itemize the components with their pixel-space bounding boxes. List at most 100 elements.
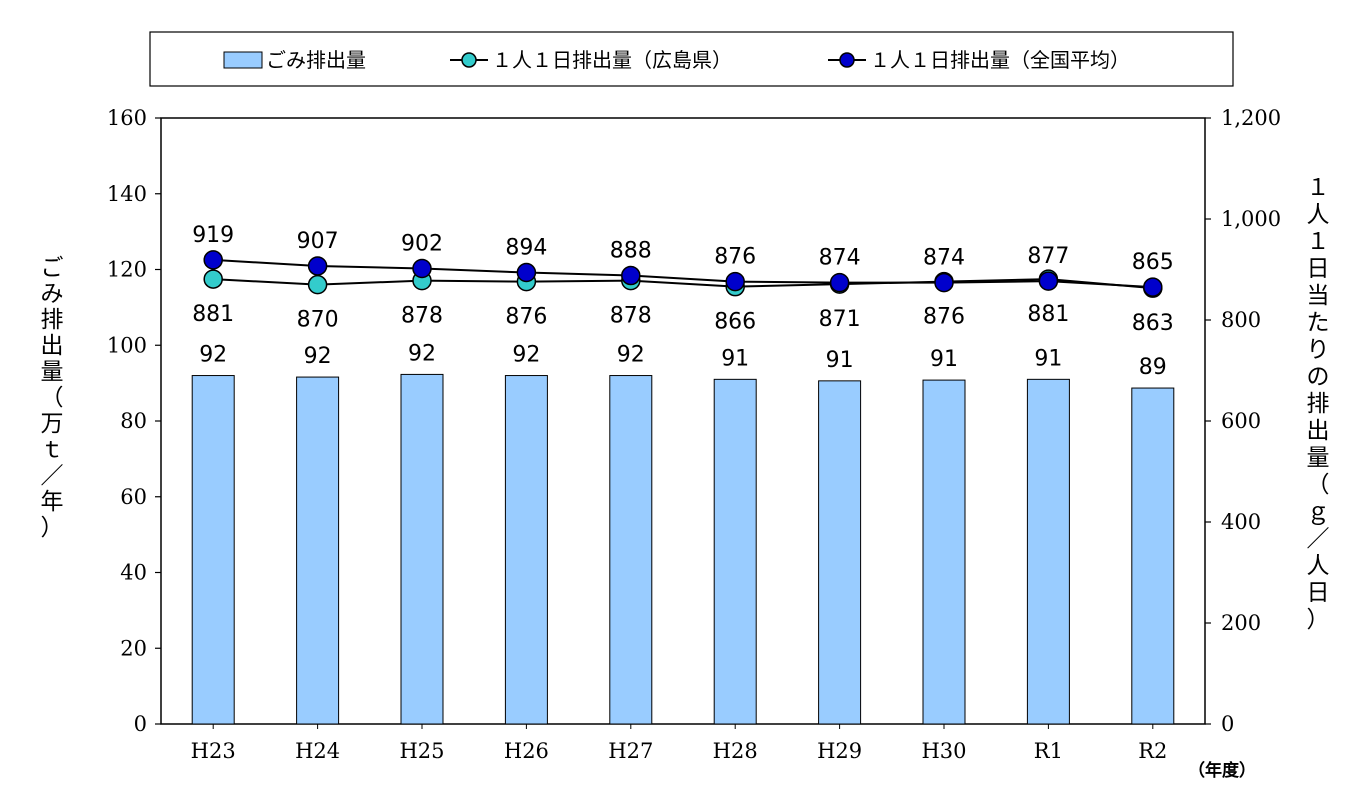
bar-R2 <box>1131 387 1175 725</box>
line-value-label: 876 <box>505 305 547 330</box>
bar-H23 <box>191 375 235 725</box>
line-value-label: 919 <box>192 223 234 248</box>
left-axis-title-char: 出 <box>41 333 64 359</box>
right-axis-title-char: 当 <box>1307 283 1330 309</box>
legend-marker <box>461 52 477 68</box>
line-value-label: 874 <box>819 246 861 271</box>
left-axis-title-char: ） <box>41 515 64 541</box>
left-tick-label: 80 <box>120 409 147 433</box>
right-axis-title-char: ） <box>1307 607 1330 633</box>
line-value-label: 866 <box>714 310 756 335</box>
legend-marker <box>839 52 855 68</box>
left-tick-label: 140 <box>107 182 147 206</box>
x-tick-label: H28 <box>713 739 758 763</box>
legend-label: １人１日排出量（全国平均） <box>870 48 1130 72</box>
right-axis-title-char: （ <box>1307 472 1330 498</box>
line-value-label: 874 <box>923 246 965 271</box>
right-axis-title-char: １ <box>1307 175 1330 201</box>
left-axis-title-char: 量 <box>41 359 64 385</box>
bar-value-label: 91 <box>721 346 749 371</box>
point-national-H24 <box>307 256 328 276</box>
right-tick-label: 0 <box>1221 712 1234 736</box>
point-national-H26 <box>516 262 537 283</box>
line-value-label: 876 <box>714 245 756 270</box>
bar-H24 <box>296 376 340 725</box>
line-value-label: 878 <box>610 304 652 329</box>
legend-bar-swatch <box>223 51 263 69</box>
right-tick-label: 1,000 <box>1221 207 1281 231</box>
right-axis-title-char: １ <box>1307 229 1330 255</box>
left-tick-label: 0 <box>134 712 147 736</box>
bar-value-label: 89 <box>1139 355 1167 380</box>
left-tick-label: 160 <box>107 106 147 130</box>
line-value-label: 881 <box>1027 302 1069 327</box>
right-axis-title-char: 排 <box>1307 391 1330 417</box>
right-axis-title-char: 人 <box>1307 553 1330 579</box>
bar-value-label: 91 <box>826 348 854 373</box>
x-axis-unit: （年度） <box>1188 760 1256 781</box>
line-value-label: 870 <box>297 308 339 333</box>
left-tick-label: 20 <box>120 636 147 660</box>
point-national-R1 <box>1038 271 1059 291</box>
line-value-label: 907 <box>297 229 339 254</box>
right-tick-label: 400 <box>1221 510 1261 534</box>
x-tick-label: H23 <box>191 739 236 763</box>
bar-value-label: 92 <box>617 343 645 368</box>
point-national-H23 <box>203 250 223 270</box>
line-value-label: 876 <box>923 305 965 330</box>
left-tick-label: 120 <box>107 258 147 282</box>
bar-H29 <box>818 380 862 725</box>
right-axis-title-char: 出 <box>1307 418 1330 444</box>
left-tick-label: 60 <box>120 485 147 509</box>
left-axis-title-char: （ <box>41 385 64 411</box>
left-axis-title-char: ／ <box>41 463 64 489</box>
right-axis-title-char: 量 <box>1307 445 1330 471</box>
bar-H26 <box>504 375 548 725</box>
line-value-label: 881 <box>192 302 234 327</box>
right-axis-title-char: り <box>1307 337 1330 363</box>
bar-value-label: 92 <box>304 344 332 369</box>
line-value-label: 871 <box>819 307 861 332</box>
bar-H28 <box>713 378 757 725</box>
bar-H30 <box>922 379 966 725</box>
right-tick-label: 1,200 <box>1221 106 1281 130</box>
bar-H25 <box>400 373 444 725</box>
left-axis-title-char: 排 <box>41 307 64 333</box>
right-axis-title-char: 人 <box>1307 202 1330 228</box>
left-axis-title-char: 年 <box>41 489 64 515</box>
point-national-H28 <box>725 271 745 292</box>
line-value-label: 878 <box>401 304 443 329</box>
line-national <box>213 258 1153 289</box>
point-national-H29 <box>829 272 850 293</box>
bar-value-label: 91 <box>930 347 958 372</box>
right-axis-title-char: 日 <box>1307 580 1330 606</box>
right-axis-title-char: の <box>1307 364 1330 390</box>
point-hiroshima-H24 <box>307 274 328 295</box>
bar-value-label: 92 <box>512 343 540 368</box>
bar-R1 <box>1026 378 1070 725</box>
right-axis-title-char: ｇ <box>1307 499 1330 525</box>
right-axis-title-char: 日 <box>1307 256 1330 282</box>
x-tick-label: R1 <box>1034 739 1063 763</box>
left-axis-title-char: 万 <box>41 411 64 437</box>
left-axis-title-char: ご <box>41 255 64 281</box>
bar-value-label: 92 <box>408 341 436 366</box>
x-tick-label: H24 <box>295 739 340 763</box>
left-tick-label: 40 <box>120 561 147 585</box>
x-tick-label: H25 <box>399 739 444 763</box>
line-value-label: 888 <box>610 239 652 264</box>
line-hiroshima <box>213 278 1153 290</box>
line-value-label: 894 <box>505 236 547 261</box>
line-value-label: 877 <box>1027 244 1069 269</box>
bar-value-label: 91 <box>1034 346 1062 371</box>
left-tick-label: 100 <box>107 333 147 357</box>
x-tick-label: R2 <box>1138 739 1167 763</box>
point-hiroshima-H23 <box>203 269 223 289</box>
bar-value-label: 92 <box>199 343 227 368</box>
left-axis-title-char: ｔ <box>41 437 64 463</box>
right-axis-title-char: ／ <box>1307 526 1330 552</box>
right-tick-label: 800 <box>1221 308 1261 332</box>
line-value-label: 902 <box>401 231 443 256</box>
point-national-H25 <box>412 258 432 279</box>
